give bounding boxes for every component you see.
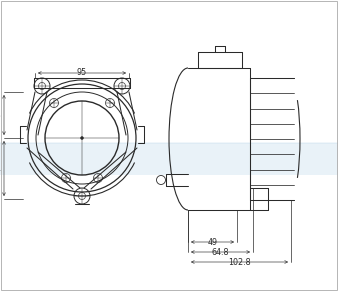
Text: 45.8: 45.8 (0, 111, 1, 120)
Text: 64.8: 64.8 (212, 248, 229, 257)
Bar (0, 143, 338, 175)
Text: 61: 61 (0, 164, 1, 173)
Circle shape (80, 136, 83, 139)
Text: 49: 49 (208, 238, 218, 247)
Text: 95: 95 (77, 68, 87, 77)
Text: 102.8: 102.8 (228, 258, 251, 267)
